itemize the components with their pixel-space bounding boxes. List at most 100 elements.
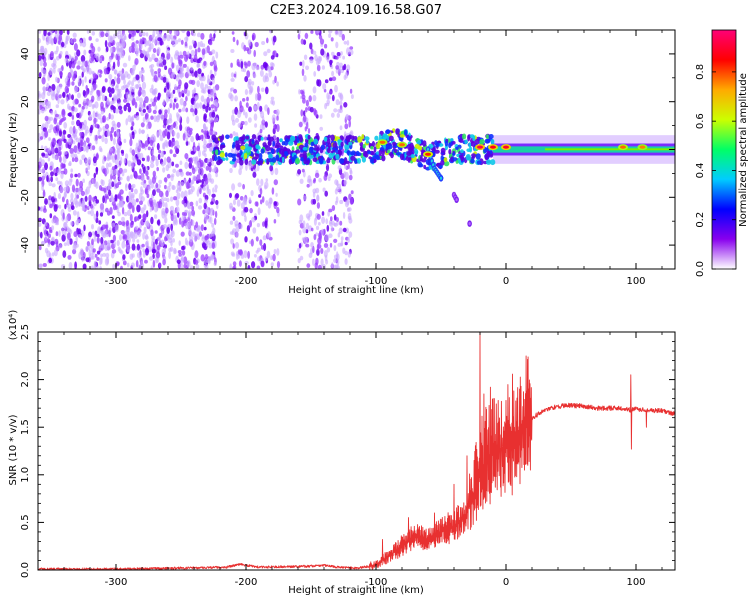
snr-series-line [38,332,675,570]
heatmap-cell [199,134,204,140]
heatmap-cell [344,123,349,130]
heatmap-cell [38,93,42,99]
heatmap-cell [142,182,147,189]
heatmap-cell [73,43,78,51]
heatmap-cell [300,38,304,45]
heatmap-cell [201,178,204,185]
heatmap-cell [255,161,261,165]
heatmap-cell [49,124,54,130]
heatmap-cell [88,231,93,238]
heatmap-cell [328,30,333,34]
heatmap-cell [313,71,317,77]
heatmap-cell [173,196,178,201]
heatmap-cell [174,125,178,130]
heatmap-cell [138,128,142,135]
heatmap-cell [263,243,267,251]
heatmap-cell [85,145,89,153]
heatmap-cell [50,93,56,101]
y-tick-label: 0 [20,146,31,152]
heatmap-cell [316,79,320,87]
heatmap-cell [297,198,302,206]
heatmap-cell [264,121,268,128]
heatmap-cell [71,184,76,193]
heatmap-cell [109,147,113,152]
heatmap-cell [194,108,198,116]
heatmap-cell [190,79,196,85]
heatmap-cell [134,58,139,65]
heatmap-cell [40,108,45,114]
heatmap-cell [381,149,385,156]
heatmap-cell [211,49,216,55]
heatmap-cell [322,83,327,90]
heatmap-cell [168,181,172,187]
heatmap-cell [332,142,338,148]
heatmap-cell [455,160,459,164]
heatmap-cell [85,246,89,252]
heatmap-cell [269,30,272,34]
heatmap-cell [62,212,65,220]
heatmap-cell [151,235,155,240]
heatmap-cell [101,224,106,230]
heatmap-cell [90,209,95,217]
heatmap-cell [233,88,238,94]
heatmap-cell [120,198,124,207]
heatmap-cell [42,166,45,174]
heatmap-cell [181,107,186,112]
heatmap-cell [229,133,233,139]
heatmap-cell [112,263,115,269]
heatmap-cell [38,263,43,269]
y-tick-label: 2.5 [20,324,31,340]
heatmap-cell [96,256,100,261]
heatmap-cell [169,30,172,35]
heatmap-cell [474,138,480,145]
heatmap-cell [257,207,261,216]
heatmap-cell [219,138,223,143]
heatmap-cell [165,190,169,198]
heatmap-cell [184,153,189,160]
heatmap-cell [92,82,97,91]
heatmap-cell [343,179,348,186]
heatmap-cell [251,32,256,41]
heatmap-cell [196,145,200,152]
heatmap-cell [126,262,130,268]
heatmap-cell [313,147,319,151]
heatmap-cell [253,49,256,58]
heatmap-cell [133,216,137,223]
heatmap-cell [68,178,72,186]
heatmap-cell [147,155,150,162]
heatmap-cell [128,33,132,39]
heatmap-cell [162,224,168,229]
heatmap-cell [237,110,242,119]
heatmap-cell [419,155,423,162]
snr-plot-area [38,332,675,570]
heatmap-cell [161,208,166,216]
heatmap-cell [69,126,74,134]
heatmap-cell [283,140,289,146]
heatmap-cell [308,146,314,154]
heatmap-cell [142,116,146,123]
heatmap-cell [38,231,41,237]
heatmap-cell [96,233,100,238]
heatmap-cell [169,246,174,252]
heatmap-cell [356,158,362,164]
heatmap-cell [140,129,145,134]
heatmap-cell [167,107,170,115]
heatmap-cell [165,94,169,103]
heatmap-cell [295,149,301,154]
heatmap-cell [253,113,258,121]
heatmap-cell [131,30,135,35]
heatmap-cell [178,108,182,113]
heatmap-cell [72,140,76,145]
heatmap-cell [204,263,209,269]
heatmap-cell [92,77,97,85]
heatmap-cell [213,217,217,226]
spectrogram-image [38,30,675,269]
heatmap-cell [302,60,305,68]
heatmap-cell [163,112,168,119]
heatmap-cell [116,32,119,38]
heatmap-cell [211,111,216,118]
heatmap-cell [129,95,134,102]
heatmap-cell [251,159,257,165]
heatmap-cell [166,173,171,179]
heatmap-cell [186,240,189,246]
